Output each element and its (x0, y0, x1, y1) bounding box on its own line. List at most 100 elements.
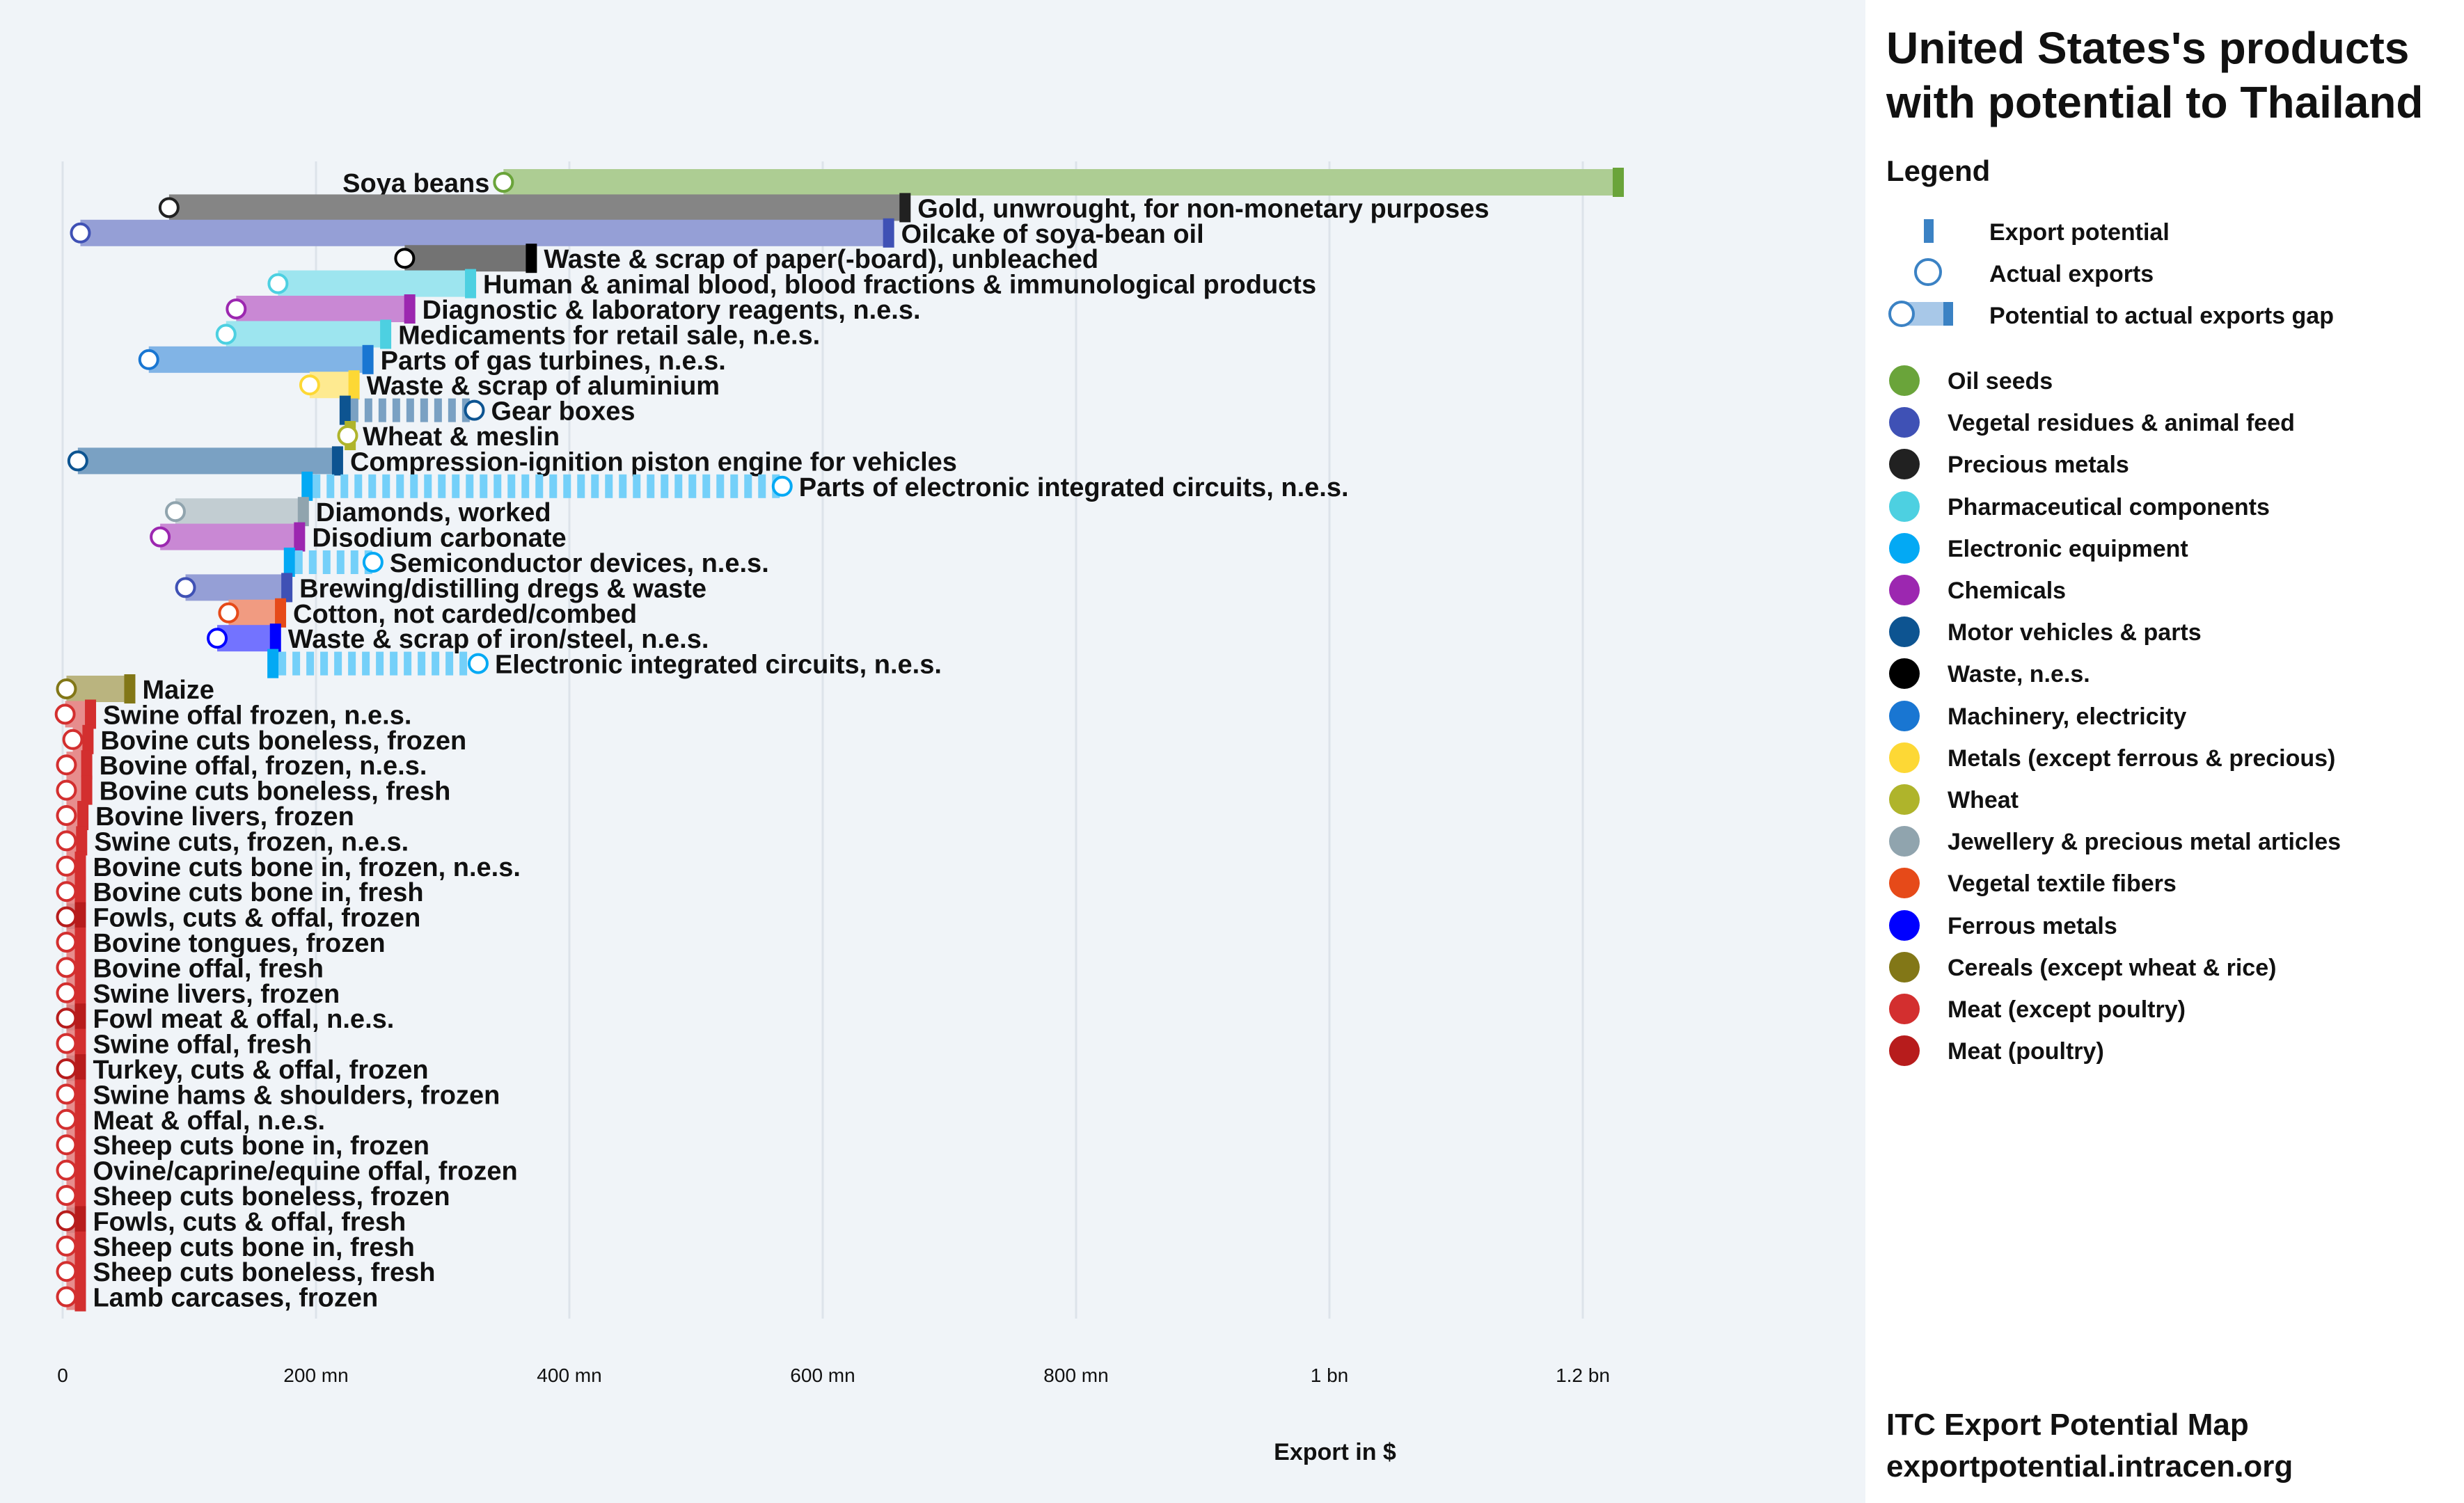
legend-export-potential-label: Export potential (1989, 219, 2170, 246)
product-row[interactable]: Fowl meat & offal, n.e.s. (56, 1003, 394, 1034)
product-row[interactable]: Turkey, cuts & offal, frozen (56, 1054, 429, 1085)
product-row[interactable]: Waste & scrap of aluminium (299, 370, 720, 401)
category-legend-item[interactable]: Vegetal textile fibers (1886, 861, 2443, 902)
product-row[interactable]: Sheep cuts boneless, fresh (56, 1257, 436, 1287)
category-legend-item[interactable]: Motor vehicles & parts (1886, 610, 2443, 651)
category-legend-item[interactable]: Meat (poultry) (1886, 1028, 2443, 1070)
category-legend-item[interactable]: Metals (except ferrous & precious) (1886, 735, 2443, 777)
export-potential-marker (85, 699, 97, 729)
product-label: Waste & scrap of aluminium (367, 372, 720, 401)
product-row[interactable]: Oilcake of soya-bean oil (70, 218, 1204, 249)
category-legend-item[interactable]: Wheat (1886, 777, 2443, 819)
product-row[interactable]: Bovine livers, frozen (56, 801, 354, 832)
gap-bar (404, 245, 532, 272)
product-row[interactable]: Swine cuts, frozen, n.e.s. (56, 826, 409, 857)
product-label: Bovine cuts bone in, frozen, n.e.s. (93, 853, 520, 882)
excess-stripe (326, 474, 335, 498)
category-legend-item[interactable]: Cereals (except wheat & rice) (1886, 945, 2443, 987)
product-row[interactable]: Swine hams & shoulders, frozen (56, 1079, 500, 1110)
legend-heading: Legend (1886, 154, 1991, 187)
product-row[interactable]: Parts of electronic integrated circuits,… (301, 471, 1349, 502)
product-row[interactable]: Disodium carbonate (150, 522, 567, 553)
excess-stripe (438, 474, 446, 498)
category-legend-item[interactable]: Pharmaceutical components (1886, 484, 2443, 526)
actual-exports-marker (56, 1159, 77, 1181)
product-row[interactable]: Bovine cuts boneless, frozen (62, 724, 467, 756)
product-row[interactable]: Diagnostic & laboratory reagents, n.e.s. (226, 294, 921, 325)
product-row[interactable]: Meat & offal, n.e.s. (56, 1104, 325, 1136)
product-row[interactable]: Fowls, cuts & offal, fresh (56, 1206, 406, 1236)
product-row[interactable]: Bovine offal, fresh (56, 953, 324, 983)
category-legend-item[interactable]: Vegetal residues & animal feed (1886, 400, 2443, 442)
product-label: Bovine offal, fresh (93, 954, 324, 983)
category-legend-item[interactable]: Oil seeds (1886, 358, 2443, 400)
export-potential-marker (74, 928, 86, 957)
actual-exports-marker (56, 1134, 77, 1156)
product-label: Bovine cuts bone in, fresh (93, 878, 423, 907)
export-potential-marker (74, 851, 86, 881)
category-label: Oil seeds (1948, 368, 2053, 395)
product-row[interactable]: Fowls, cuts & offal, frozen (56, 902, 420, 933)
gap-icon (1888, 301, 1953, 327)
category-legend-item[interactable]: Meat (except poultry) (1886, 987, 2443, 1028)
category-label: Jewellery & precious metal articles (1948, 829, 2341, 856)
export-potential-marker (74, 902, 86, 932)
excess-stripe (313, 474, 321, 498)
category-dot (1889, 951, 1920, 983)
export-potential-marker (275, 598, 287, 628)
category-dot (1889, 700, 1920, 731)
product-row[interactable]: Bovine offal, frozen, n.e.s. (56, 750, 427, 781)
product-row[interactable]: Bovine cuts bone in, fresh (56, 877, 424, 907)
product-row[interactable]: Sheep cuts bone in, fresh (56, 1231, 415, 1262)
product-row[interactable]: Bovine cuts bone in, frozen, n.e.s. (56, 851, 521, 882)
excess-stripe (716, 474, 725, 498)
product-row[interactable]: Sheep cuts boneless, frozen (56, 1181, 450, 1211)
category-dot (1889, 826, 1920, 857)
product-row[interactable]: Diamonds, worked (164, 497, 551, 527)
product-row[interactable]: Ovine/caprine/equine offal, frozen (56, 1155, 518, 1186)
product-row[interactable]: Wheat & meslin (337, 421, 560, 452)
product-row[interactable]: Maize (56, 674, 214, 705)
product-row[interactable]: Swine offal frozen, n.e.s. (54, 699, 412, 730)
product-row[interactable]: Sheep cuts bone in, frozen (56, 1130, 429, 1161)
category-legend-item[interactable]: Chemicals (1886, 568, 2443, 610)
product-row[interactable]: Bovine cuts boneless, fresh (56, 775, 450, 806)
category-legend-item[interactable]: Machinery, electricity (1886, 694, 2443, 735)
product-row[interactable]: Human & animal blood, blood fractions & … (267, 269, 1316, 300)
product-row[interactable]: Cotton, not carded/combed (218, 598, 637, 629)
product-row[interactable]: Soya beans (342, 168, 1624, 198)
footer-url[interactable]: exportpotential.intracen.org (1886, 1449, 2293, 1484)
product-row[interactable]: Swine livers, frozen (56, 978, 340, 1009)
product-label: Swine hams & shoulders, frozen (93, 1081, 500, 1110)
product-row[interactable]: Waste & scrap of iron/steel, n.e.s. (207, 623, 709, 654)
product-row[interactable]: Electronic integrated circuits, n.e.s. (267, 649, 942, 680)
product-row[interactable]: Semiconductor devices, n.e.s. (283, 548, 769, 578)
product-label: Electronic integrated circuits, n.e.s. (495, 651, 942, 680)
category-legend-item[interactable]: Waste, n.e.s. (1886, 651, 2443, 693)
bar-layer: Soya beans Gold, unwrought, for non-monet… (54, 168, 1624, 1313)
product-row[interactable]: Lamb carcases, frozen (56, 1282, 378, 1313)
gap-bar (185, 574, 287, 601)
product-row[interactable]: Swine offal, fresh (56, 1028, 312, 1060)
product-row[interactable]: Compression-ignition piston engine for v… (67, 446, 957, 477)
category-legend-item[interactable]: Electronic equipment (1886, 526, 2443, 568)
category-dot (1889, 909, 1920, 941)
product-row[interactable]: Gold, unwrought, for non-monetary purpos… (158, 193, 1490, 223)
actual-exports-marker (226, 299, 247, 319)
export-potential-marker (82, 724, 94, 754)
product-row[interactable]: Parts of gas turbines, n.e.s. (138, 344, 726, 376)
product-row[interactable]: Gear boxes (339, 395, 635, 427)
actual-exports-marker (56, 1083, 77, 1105)
x-tick-label: 600 mn (790, 1365, 855, 1386)
excess-stripe (292, 651, 301, 676)
category-legend-item[interactable]: Precious metals (1886, 442, 2443, 484)
category-legend-item[interactable]: Ferrous metals (1886, 903, 2443, 945)
product-row[interactable]: Waste & scrap of paper(-board), unbleach… (394, 244, 1098, 274)
excess-stripe (350, 550, 358, 574)
product-row[interactable]: Bovine tongues, frozen (56, 928, 386, 958)
category-legend-item[interactable]: Jewellery & precious metal articles (1886, 819, 2443, 861)
product-row[interactable]: Brewing/distilling dregs & waste (175, 573, 706, 603)
export-potential-marker (74, 1130, 86, 1160)
product-row[interactable]: Medicaments for retail sale, n.e.s. (215, 319, 820, 350)
excess-stripe (466, 474, 474, 498)
